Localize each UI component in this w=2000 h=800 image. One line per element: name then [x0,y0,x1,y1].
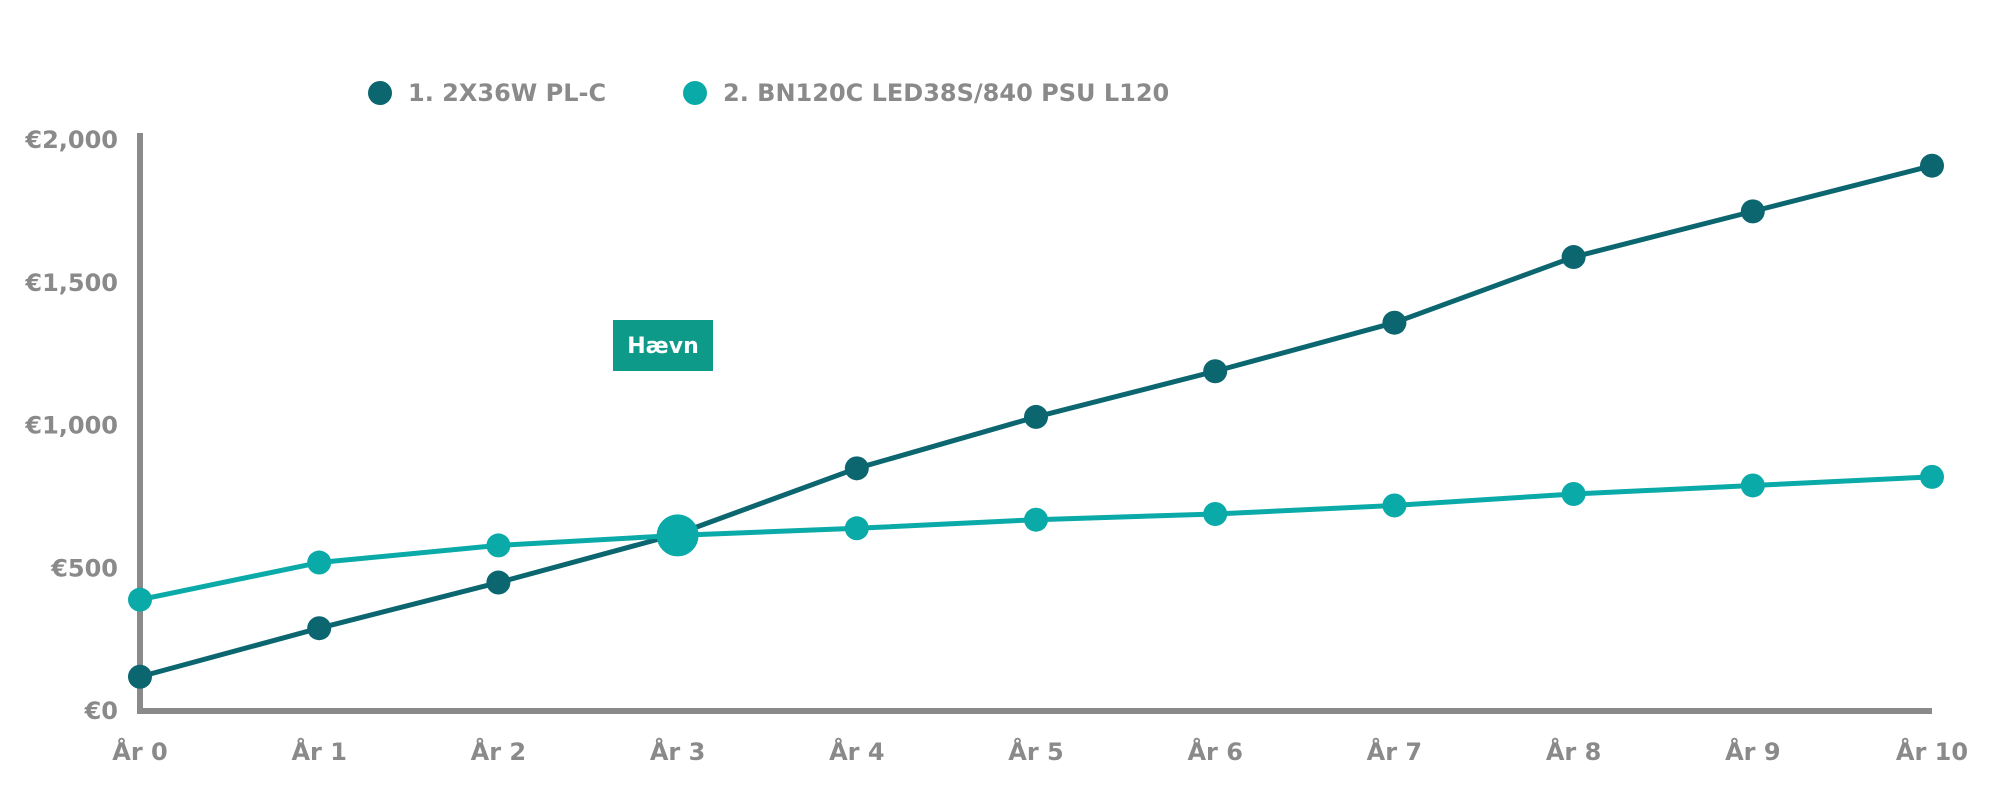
x-tick-label: År 9 [1725,737,1780,766]
y-tick-label: €1,500 [24,269,118,297]
y-tick-labels: €0 €500 €1,000 €1,500 €2,000 [24,126,118,725]
x-tick-label: År 4 [829,737,884,766]
y-tick-label: €500 [50,554,118,582]
data-point-series-2 [128,587,152,612]
y-tick-label: €2,000 [24,126,118,154]
y-tick-label: €1,000 [24,412,118,440]
data-point-series-1 [307,616,332,641]
data-point-series-2 [307,550,332,575]
data-point-series-2 [1024,507,1048,532]
data-point-series-2 [844,516,869,541]
series-layer [128,153,1944,689]
x-tick-label: År 1 [291,737,346,766]
data-point-series-2 [1203,502,1228,527]
data-point-series-1 [1920,153,1944,178]
data-point-series-2 [1561,482,1586,507]
x-tick-label: År 3 [650,737,705,766]
x-tick-label: År 6 [1187,737,1242,766]
legend: 1. 2X36W PL-C 2. BN120C LED38S/840 PSU L… [368,79,1169,107]
legend-marker-series-2 [683,81,707,105]
data-point-series-1 [1024,404,1048,429]
data-point-series-2 [1920,464,1944,489]
data-point-series-1 [1382,310,1407,335]
data-point-series-1 [1203,359,1228,384]
x-tick-label: År 0 [112,737,167,766]
x-tick-label: År 2 [471,737,526,766]
x-tick-label: År 5 [1008,737,1063,766]
annotation-label: Hævn [627,334,698,359]
data-point-series-2 [1382,493,1407,518]
data-point-series-2 [1740,473,1765,498]
x-tick-label: År 10 [1896,737,1968,766]
data-point-series-1 [1561,245,1586,270]
breakeven-point [656,514,699,557]
data-point-series-1 [844,456,869,481]
legend-label-series-1: 1. 2X36W PL-C [408,79,606,107]
data-point-series-2 [486,533,511,558]
x-tick-label: År 8 [1546,737,1601,766]
data-point-series-1 [486,570,511,595]
data-point-series-1 [128,664,152,689]
series-line-2 [139,474,1933,603]
annotation-box: Hævn [613,320,713,371]
legend-marker-series-1 [368,81,392,105]
annotation-background [613,320,713,371]
x-tick-label: År 7 [1367,737,1422,766]
y-tick-label: €0 [84,697,118,725]
data-point-series-1 [1740,199,1765,224]
x-tick-labels: År 0 År 1 År 2 År 3 År 4 År 5 År 6 År 7 År 8 År 9… [112,737,1968,766]
legend-label-series-2: 2. BN120C LED38S/840 PSU L120 [723,79,1169,107]
